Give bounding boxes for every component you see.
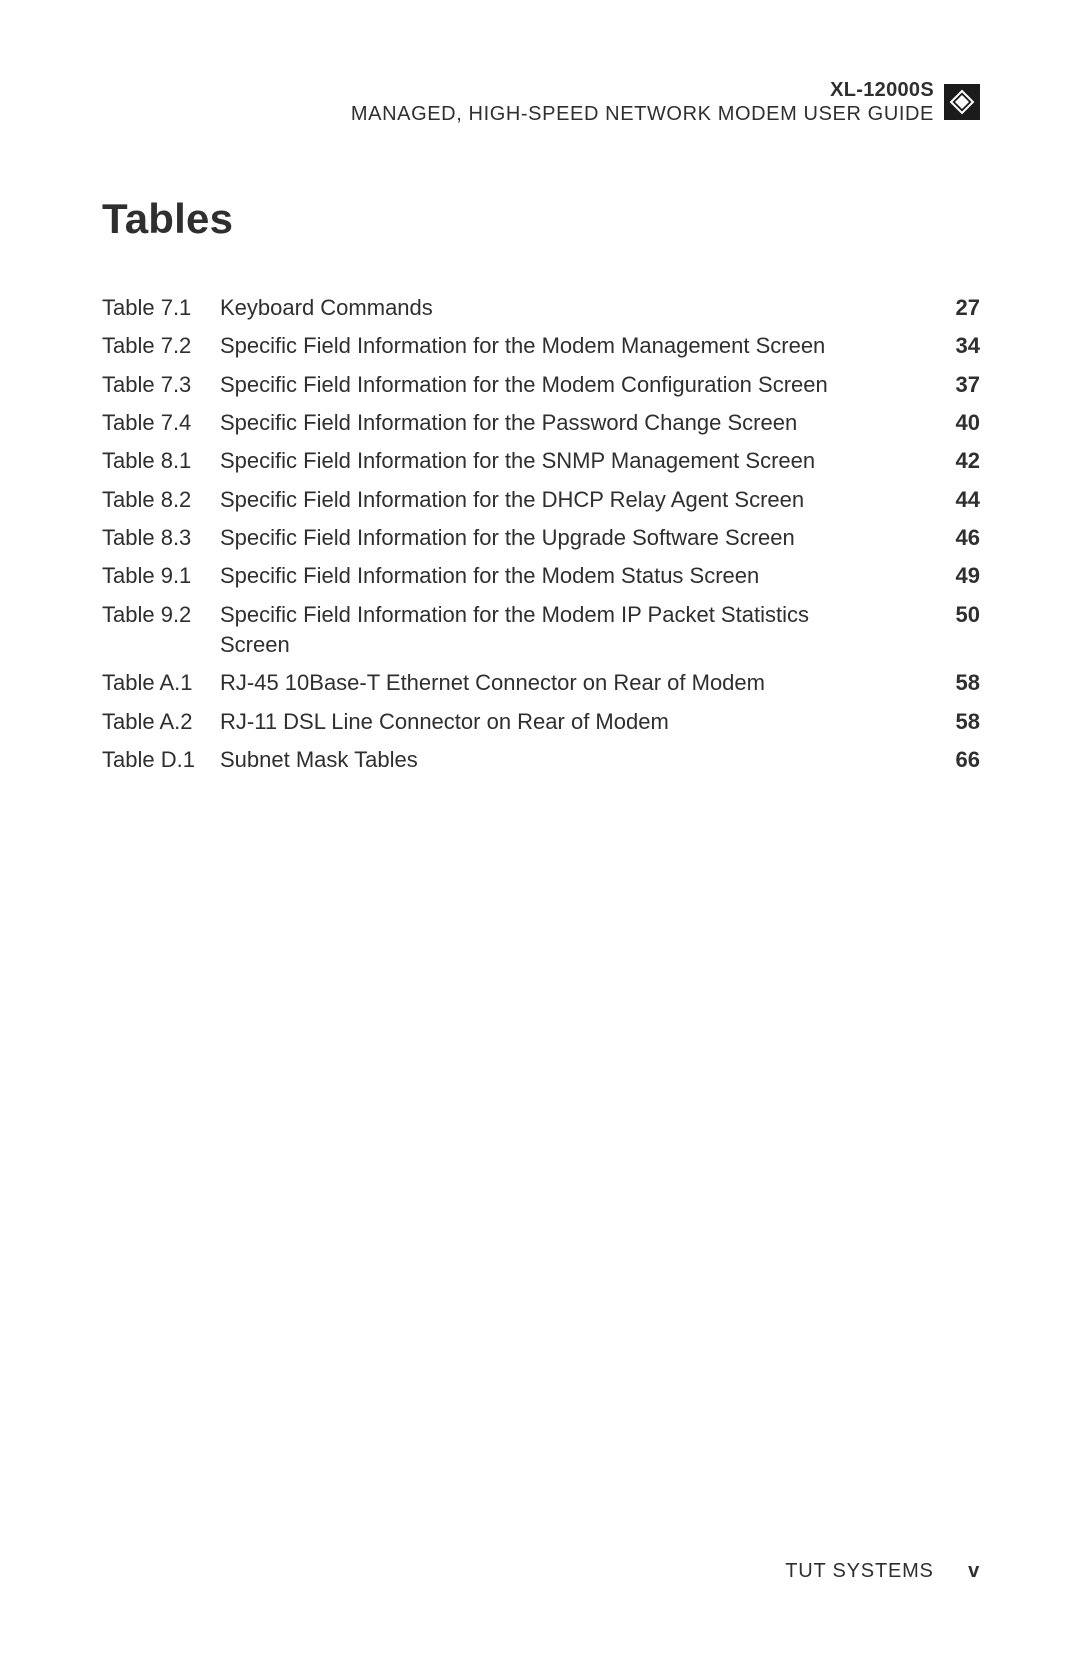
toc-row: Table 8.3Specific Field Information for … xyxy=(102,523,980,553)
document-header: XL-12000S MANAGED, HIGH-SPEED NETWORK MO… xyxy=(102,78,980,127)
toc-title-cell: Specific Field Information for the SNMP … xyxy=(220,446,980,476)
toc-label: Table 7.4 xyxy=(102,408,220,438)
toc-row: Table 8.1Specific Field Information for … xyxy=(102,446,980,476)
toc-page-number: 66 xyxy=(956,745,980,775)
toc-label: Table 7.1 xyxy=(102,293,220,323)
toc-label: Table A.2 xyxy=(102,707,220,737)
toc-label: Table 7.2 xyxy=(102,331,220,361)
toc-row: Table A.2RJ-11 DSL Line Connector on Rea… xyxy=(102,707,980,737)
toc-title: Keyboard Commands xyxy=(220,293,433,323)
toc-label: Table 9.2 xyxy=(102,600,220,630)
toc-title: Specific Field Information for the Modem… xyxy=(220,561,759,591)
footer-company: TUT SYSTEMS xyxy=(785,1560,933,1582)
toc-page-number: 58 xyxy=(956,707,980,737)
toc-label: Table A.1 xyxy=(102,668,220,698)
section-title: Tables xyxy=(102,195,980,243)
toc-label: Table 7.3 xyxy=(102,370,220,400)
toc-page-number: 34 xyxy=(956,331,980,361)
toc-page-number: 50 xyxy=(956,600,980,630)
toc-title-cell: RJ-45 10Base-T Ethernet Connector on Rea… xyxy=(220,668,980,698)
toc-title-cell: Specific Field Information for the Modem… xyxy=(220,331,980,361)
toc-page-number: 58 xyxy=(956,668,980,698)
toc-title: Specific Field Information for the Upgra… xyxy=(220,523,795,553)
toc-title: Specific Field Information for the SNMP … xyxy=(220,446,815,476)
toc-page-number: 27 xyxy=(956,293,980,323)
toc-row: Table A.1RJ-45 10Base-T Ethernet Connect… xyxy=(102,668,980,698)
tables-list: Table 7.1Keyboard Commands27Table 7.2Spe… xyxy=(102,293,980,776)
toc-title: Specific Field Information for the DHCP … xyxy=(220,485,804,515)
toc-title: Subnet Mask Tables xyxy=(220,745,418,775)
toc-label: Table D.1 xyxy=(102,745,220,775)
toc-row: Table D.1Subnet Mask Tables 66 xyxy=(102,745,980,775)
toc-label: Table 9.1 xyxy=(102,561,220,591)
toc-title-cell: Specific Field Information for the Upgra… xyxy=(220,523,980,553)
toc-row: Table 9.1Specific Field Information for … xyxy=(102,561,980,591)
toc-title-cell: Subnet Mask Tables 66 xyxy=(220,745,980,775)
toc-page-number: 49 xyxy=(956,561,980,591)
header-text-block: XL-12000S MANAGED, HIGH-SPEED NETWORK MO… xyxy=(351,78,934,127)
toc-row: Table 8.2Specific Field Information for … xyxy=(102,485,980,515)
toc-row: Table 7.4Specific Field Information for … xyxy=(102,408,980,438)
toc-page-number: 40 xyxy=(956,408,980,438)
toc-row: Table 7.2Specific Field Information for … xyxy=(102,331,980,361)
toc-page-number: 46 xyxy=(956,523,980,553)
toc-title: Specific Field Information for the Modem… xyxy=(220,370,828,400)
toc-title-cell: Keyboard Commands 27 xyxy=(220,293,980,323)
footer-page-number: v xyxy=(968,1560,980,1582)
toc-row: Table 7.3Specific Field Information for … xyxy=(102,370,980,400)
toc-title-cell: Specific Field Information for the Passw… xyxy=(220,408,980,438)
toc-title-cell: Specific Field Information for the Modem… xyxy=(220,370,980,400)
toc-label: Table 8.3 xyxy=(102,523,220,553)
toc-page-number: 37 xyxy=(956,370,980,400)
toc-title: RJ-45 10Base-T Ethernet Connector on Rea… xyxy=(220,668,765,698)
page-footer: TUT SYSTEMS v xyxy=(785,1560,980,1583)
toc-page-number: 42 xyxy=(956,446,980,476)
toc-title: Specific Field Information for the Modem… xyxy=(220,331,825,361)
toc-page-number: 44 xyxy=(956,485,980,515)
toc-title-cell: Specific Field Information for the DHCP … xyxy=(220,485,980,515)
toc-label: Table 8.1 xyxy=(102,446,220,476)
toc-title: Specific Field Information for the Modem… xyxy=(220,600,860,661)
toc-label: Table 8.2 xyxy=(102,485,220,515)
toc-title-cell: Specific Field Information for the Modem… xyxy=(220,561,980,591)
toc-title-cell: RJ-11 DSL Line Connector on Rear of Mode… xyxy=(220,707,980,737)
diamond-logo-icon xyxy=(944,84,980,120)
toc-title-cell: Specific Field Information for the Modem… xyxy=(220,600,980,661)
toc-row: Table 9.2Specific Field Information for … xyxy=(102,600,980,661)
header-model: XL-12000S xyxy=(351,78,934,102)
header-subtitle: MANAGED, HIGH-SPEED NETWORK MODEM USER G… xyxy=(351,102,934,126)
toc-row: Table 7.1Keyboard Commands 27 xyxy=(102,293,980,323)
toc-title: RJ-11 DSL Line Connector on Rear of Mode… xyxy=(220,707,669,737)
toc-title: Specific Field Information for the Passw… xyxy=(220,408,797,438)
page: XL-12000S MANAGED, HIGH-SPEED NETWORK MO… xyxy=(0,0,1080,1669)
